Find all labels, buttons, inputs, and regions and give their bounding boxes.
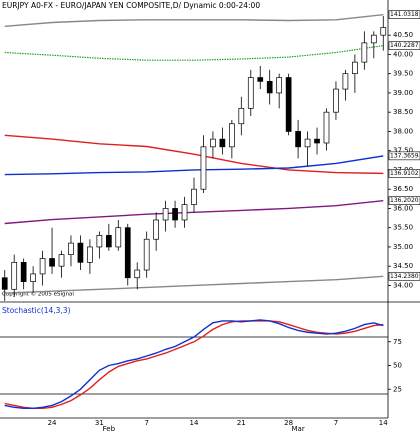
y-tick-label: 36.50: [393, 185, 413, 193]
candle-body: [295, 131, 301, 148]
price-label: 137.3659: [390, 152, 419, 159]
candle-body: [153, 219, 159, 240]
candle-body: [181, 204, 188, 221]
candle-body: [304, 138, 311, 148]
candle-body: [219, 138, 226, 148]
y-tick-label: 38.50: [393, 108, 413, 116]
candle-body: [1, 277, 8, 290]
y-tick-label: 50: [393, 362, 402, 370]
stochastic-line: [4, 320, 384, 409]
candle-body: [370, 34, 377, 44]
price-label-box: [388, 169, 420, 178]
price-label: 140.2287: [390, 42, 419, 49]
candle-body: [257, 77, 264, 82]
overlay-line: [4, 14, 384, 27]
x-tick-label: 14: [190, 419, 199, 427]
price-label: 136.9102: [390, 170, 419, 177]
candle-body: [68, 242, 74, 255]
x-tick-label: 28: [284, 419, 293, 427]
candle-body: [342, 73, 349, 90]
x-tick-label: 24: [48, 419, 57, 427]
price-label: 134.2380: [390, 273, 419, 280]
y-tick-label: 34.00: [393, 281, 413, 289]
candle-body: [238, 107, 245, 125]
overlay-line: [4, 134, 384, 175]
candle-body: [87, 246, 93, 263]
candle-body: [191, 188, 197, 205]
x-month-label: Feb: [103, 425, 116, 432]
price-label-box: [388, 41, 420, 50]
candle-body: [172, 208, 178, 221]
candle-body: [333, 88, 339, 113]
candle-body: [380, 27, 387, 36]
candle-body: [20, 261, 27, 282]
candle-body: [77, 242, 84, 263]
y-tick-label: 38.00: [393, 127, 413, 135]
chart-title: EURJPY A0-FX - EURO/JAPAN YEN COMPOSITE,…: [2, 1, 260, 10]
stochastic-line: [4, 319, 384, 409]
x-tick-label: 7: [144, 419, 148, 427]
overlay-line: [4, 200, 384, 225]
y-tick-label: 36.00: [393, 204, 413, 212]
price-label: 141.0318: [390, 11, 419, 18]
candle-body: [229, 123, 235, 148]
overlay-line: [4, 155, 384, 176]
y-tick-label: 25: [393, 385, 402, 393]
x-tick-label: 14: [379, 419, 388, 427]
candle-body: [115, 227, 122, 248]
price-label-box: [388, 10, 420, 20]
candle-body: [11, 261, 18, 290]
x-tick-label: 7: [334, 419, 338, 427]
candle-body: [200, 146, 207, 190]
x-month-label: Mar: [291, 425, 304, 432]
y-tick-label: 39.50: [393, 70, 413, 78]
y-tick-label: 40.00: [393, 50, 413, 58]
indicator-title: Stochastic(14,3,3): [2, 306, 71, 315]
overlay-line: [4, 45, 384, 61]
price-label-box: [388, 271, 420, 281]
price-label-box: [388, 151, 420, 161]
candle-body: [105, 235, 112, 248]
y-tick-label: 37.50: [393, 147, 413, 155]
y-tick-label: 40.50: [393, 31, 413, 39]
candle-body: [210, 138, 216, 148]
candle-body: [276, 77, 283, 94]
candle-body: [143, 238, 150, 271]
price-label-box: [388, 196, 420, 205]
candle-body: [134, 269, 141, 279]
y-tick-label: 75: [393, 338, 402, 346]
copyright: Copyright © 2005 eSignal: [2, 291, 74, 298]
overlay-line: [4, 275, 384, 294]
candle-body: [247, 77, 254, 109]
candle-body: [314, 138, 320, 144]
x-tick-label: 31: [95, 419, 104, 427]
candle-body: [96, 235, 103, 248]
y-tick-label: 35.00: [393, 243, 413, 251]
y-tick-label: 39.00: [393, 89, 413, 97]
price-label: 136.2020: [390, 197, 419, 204]
candle-body: [352, 61, 358, 75]
candle-body: [285, 77, 292, 132]
y-tick-label: 35.50: [393, 224, 413, 232]
candle-body: [323, 111, 330, 144]
candle-body: [361, 42, 368, 63]
candle-body: [49, 258, 55, 267]
candle-body: [58, 254, 65, 267]
candle-body: [124, 227, 131, 279]
candle-body: [162, 208, 169, 221]
x-tick-label: 21: [237, 419, 246, 427]
candle-body: [30, 273, 36, 282]
candle-body: [266, 81, 273, 94]
y-tick-label: 34.50: [393, 262, 413, 270]
candle-body: [39, 258, 46, 275]
